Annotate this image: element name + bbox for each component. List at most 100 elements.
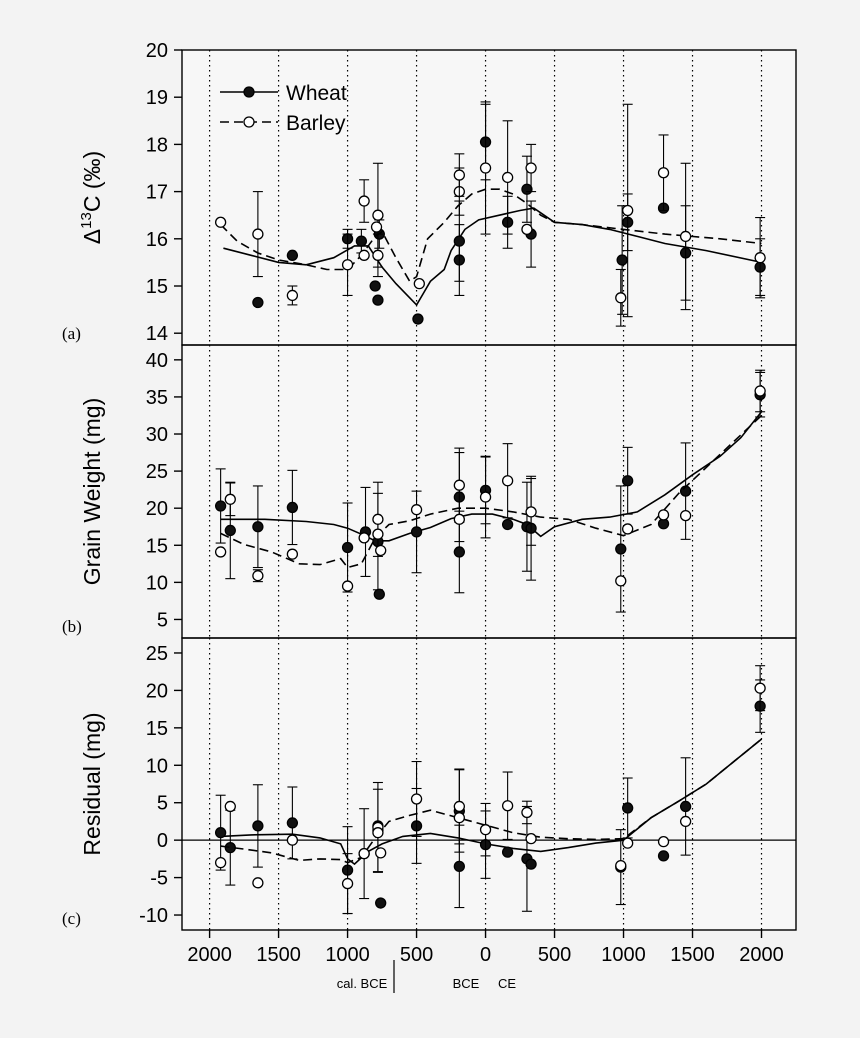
data-point-barley: [501, 171, 514, 184]
era-label-bce: BCE: [453, 976, 480, 991]
data-point-barley: [525, 162, 537, 174]
panel-3: -10 -5 0 5 10 15 20 25 Residual (mg) (c): [62, 637, 797, 931]
data-point-barley: [358, 847, 370, 860]
panel-label: (c): [62, 909, 81, 928]
data-point-wheat: [286, 249, 299, 261]
data-point-barley: [252, 228, 264, 240]
trend-line-wheat: [220, 738, 763, 866]
y-tick-label: 0: [157, 830, 168, 852]
y-tick-label: 19: [146, 87, 168, 109]
data-point-barley: [341, 877, 354, 890]
data-point-barley: [286, 548, 299, 560]
data-point-wheat: [372, 294, 384, 306]
data-point-wheat: [679, 800, 692, 813]
data-point-barley: [224, 800, 236, 813]
data-point-barley: [525, 833, 537, 845]
data-point-wheat: [341, 541, 354, 554]
data-point-barley: [214, 856, 227, 869]
data-point-wheat: [252, 296, 264, 309]
data-point-barley: [679, 815, 692, 828]
data-point-wheat: [286, 501, 299, 514]
data-point-barley: [358, 532, 370, 544]
data-point-barley: [479, 824, 492, 836]
data-point-barley: [252, 877, 264, 889]
data-point-barley: [657, 836, 670, 848]
data-point-barley: [521, 223, 533, 236]
data-point-wheat: [453, 235, 465, 247]
data-point-barley: [358, 195, 370, 207]
panel-frame: [181, 637, 797, 931]
data-point-barley: [214, 216, 227, 228]
data-point-barley: [372, 513, 384, 525]
data-point-wheat: [622, 802, 634, 814]
data-point-wheat: [410, 526, 423, 538]
data-point-barley: [453, 513, 465, 525]
data-point-barley: [479, 162, 492, 174]
data-point-barley: [679, 230, 692, 243]
data-point-wheat: [355, 235, 368, 247]
data-point-wheat: [501, 846, 514, 858]
data-point-barley: [657, 167, 670, 179]
y-tick-label: 35: [146, 387, 168, 409]
panel-label: (b): [62, 617, 82, 636]
y-tick-label: 20: [146, 498, 168, 520]
data-point-wheat: [373, 588, 385, 600]
data-point-barley: [453, 169, 465, 181]
data-point-barley: [501, 475, 514, 487]
data-point-wheat: [453, 546, 465, 558]
data-point-barley: [453, 800, 465, 813]
data-point-barley: [341, 580, 354, 592]
data-point-wheat: [214, 827, 227, 839]
data-point-wheat: [622, 475, 634, 487]
legend-marker-barley: [243, 116, 255, 128]
data-point-barley: [286, 289, 299, 302]
data-point-barley: [521, 806, 533, 819]
data-point-barley: [341, 259, 354, 271]
y-tick-label: -10: [139, 905, 168, 927]
data-point-wheat: [616, 254, 628, 266]
era-label-ce: CE: [498, 976, 516, 991]
legend: Wheat Barley: [220, 82, 347, 135]
data-point-wheat: [657, 850, 670, 862]
x-tick-label: 1000: [601, 944, 646, 966]
y-tick-label: 40: [146, 350, 168, 372]
x-tick-label: 1500: [670, 944, 715, 966]
y-tick-label: 5: [157, 609, 168, 631]
data-point-barley: [615, 292, 627, 304]
y-tick-label: 20: [146, 40, 168, 62]
y-tick-label: 18: [146, 134, 168, 156]
y-tick-label: 10: [146, 572, 168, 594]
y-tick-label: 5: [157, 793, 168, 815]
data-point-barley: [252, 570, 264, 582]
data-point-barley: [214, 546, 227, 558]
data-point-barley: [410, 504, 423, 516]
x-tick-label: 500: [400, 944, 433, 966]
data-point-barley: [224, 493, 236, 505]
data-point-wheat: [501, 518, 514, 531]
data-point-barley: [375, 544, 387, 557]
data-point-wheat: [525, 858, 537, 870]
data-point-barley: [754, 385, 766, 397]
data-point-wheat: [286, 817, 299, 829]
y-tick-label: 15: [146, 718, 168, 740]
data-point-wheat: [252, 521, 264, 533]
y-tick-label: 15: [146, 276, 168, 298]
data-point-wheat: [369, 280, 381, 292]
y-tick-label: 10: [146, 755, 168, 777]
x-axis: 2000 1500 1000 500 0 500 1000 1500 2000 cal. BCE B…: [187, 930, 784, 993]
data-point-barley: [358, 249, 370, 261]
data-point-barley: [657, 509, 670, 521]
panel-2: 5 10 15 20 25 30 35 40 Grain Weight (mg) (b): [62, 344, 797, 639]
x-tick-label: 500: [538, 944, 571, 966]
data-point-barley: [615, 859, 627, 872]
x-tick-label: 2000: [187, 944, 232, 966]
y-tick-label: 30: [146, 424, 168, 446]
data-point-barley: [453, 479, 465, 491]
data-point-barley: [479, 491, 492, 503]
y-tick-label: 15: [146, 535, 168, 557]
y-axis-title: Grain Weight (mg): [79, 398, 105, 585]
panel-label: (a): [62, 324, 81, 343]
data-point-barley: [286, 834, 299, 846]
